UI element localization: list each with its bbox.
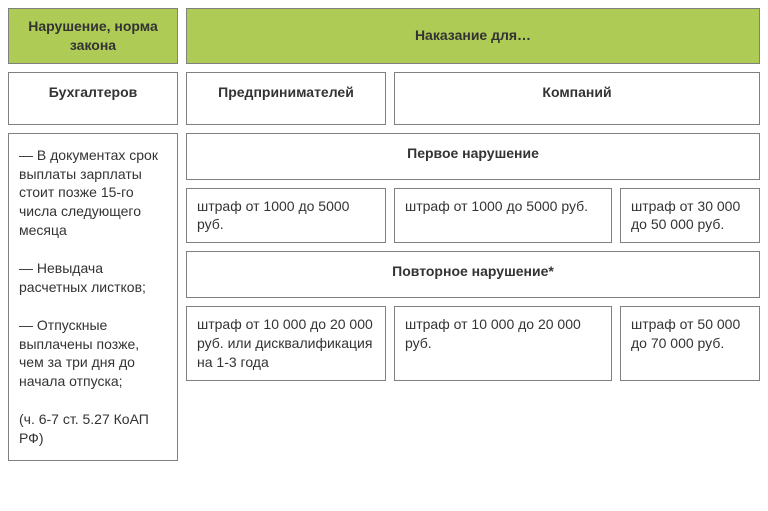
subheader-accountants: Бухгалтеров <box>8 72 178 125</box>
violation-description: — В документах срок выплаты зарплаты сто… <box>8 133 178 461</box>
penalty-cell: штраф от 30 000 до 50 000 руб. <box>620 188 760 244</box>
penalty-cell: штраф от 10 000 до 20 000 руб. или дискв… <box>186 306 386 381</box>
section-title-first: Первое нарушение <box>186 133 760 180</box>
section-row-first: штраф от 1000 до 5000 руб. штраф от 1000… <box>186 188 760 244</box>
header-punishment: Наказание для… <box>186 8 760 64</box>
penalty-cell: штраф от 50 000 до 70 000 руб. <box>620 306 760 381</box>
penalty-cell: штраф от 10 000 до 20 000 руб. <box>394 306 612 381</box>
section-row-repeat: штраф от 10 000 до 20 000 руб. или дискв… <box>186 306 760 381</box>
subheader-entrepreneurs: Предпринимателей <box>186 72 386 125</box>
penalty-table: Нарушение, норма закона Наказание для… Б… <box>8 8 760 461</box>
subheader-companies: Компаний <box>394 72 760 125</box>
penalty-cell: штраф от 1000 до 5000 руб. <box>394 188 612 244</box>
sub-header-row: Бухгалтеров Предпринимателей Компаний <box>8 72 760 125</box>
penalty-cell: штраф от 1000 до 5000 руб. <box>186 188 386 244</box>
section-title-repeat: Повторное нарушение* <box>186 251 760 298</box>
top-header-row: Нарушение, норма закона Наказание для… <box>8 8 760 64</box>
penalty-sections: Первое нарушение штраф от 1000 до 5000 р… <box>186 133 760 461</box>
main-row: — В документах срок выплаты зарплаты сто… <box>8 133 760 461</box>
header-violation: Нарушение, норма закона <box>8 8 178 64</box>
